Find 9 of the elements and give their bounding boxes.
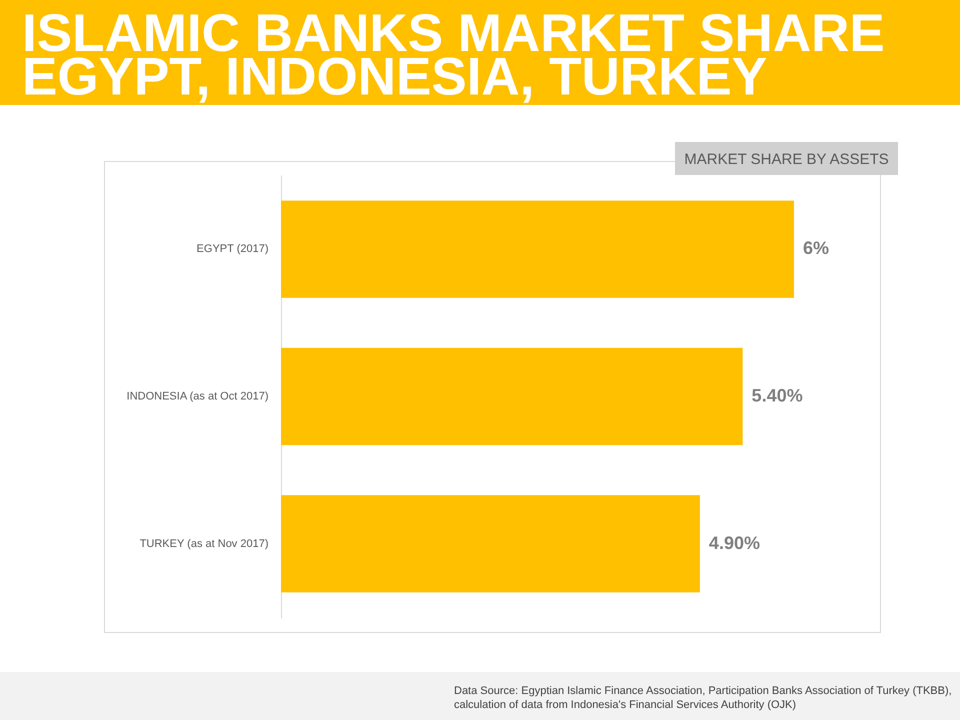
source-note: Data Source: Egyptian Islamic Finance Association, Participation Banks Association of Turkey (TKBB), calculation of data from Indonesia's Financial Services Authority (OJK)	[454, 685, 952, 711]
chart-title: ISLAMIC BANKS MARKET SHARE EGYPT, INDONESIA, TURKEY	[22, 4, 885, 106]
data-label: 5.40%	[752, 386, 803, 406]
data-label: 6%	[802, 238, 829, 258]
y-tick-label: EGYPT (2017)	[196, 243, 268, 256]
chart-subtitle: MARKET SHARE BY ASSETS	[684, 151, 889, 168]
y-tick-label: INDONESIA (as at Oct 2017)	[126, 390, 268, 402]
data-label: 4.90%	[708, 532, 760, 553]
y-tick-label: TURKEY (as at Nov 2017)	[140, 538, 268, 550]
